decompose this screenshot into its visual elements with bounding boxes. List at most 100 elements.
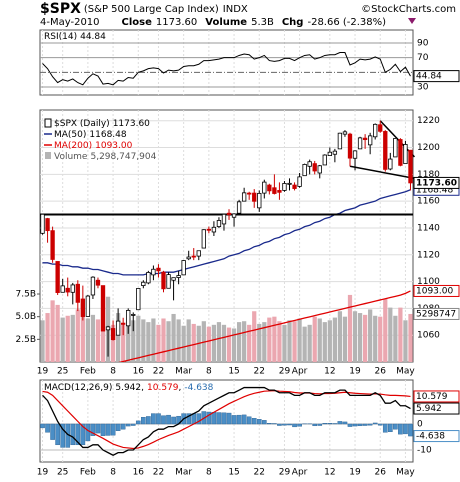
volume-bar	[373, 315, 378, 362]
y-tick-label: 1060	[417, 331, 440, 341]
candle-body	[115, 320, 121, 336]
volume-bar	[388, 307, 393, 362]
volume-tick-label: 5.0B	[16, 312, 37, 322]
ma-line	[118, 290, 411, 362]
macd-tick-label: 0	[417, 419, 423, 429]
volume-bar	[126, 318, 131, 362]
candle-body	[166, 274, 171, 289]
macd-histogram	[151, 413, 156, 425]
volume-bar	[287, 320, 292, 362]
macd-histogram	[377, 423, 383, 426]
macd-histogram	[332, 423, 338, 425]
volume-bar	[292, 321, 297, 362]
volume-bar	[181, 325, 186, 362]
ma50-value: 1168.48	[89, 130, 126, 140]
x-tick-label: Apr	[292, 468, 308, 478]
close-label: Close	[122, 17, 153, 28]
volume-bar	[80, 303, 85, 362]
macd-histogram	[292, 423, 297, 428]
volume-bar	[65, 315, 70, 362]
close: 1173.60	[156, 17, 197, 28]
volume-bar	[90, 314, 96, 362]
volume-label: Volume	[205, 17, 247, 28]
volume-bar	[191, 323, 196, 362]
y-tick-label: 1180	[417, 170, 440, 180]
volume-bar	[393, 315, 398, 362]
volume-bar	[262, 322, 267, 362]
y-tick-label: 1140	[417, 223, 440, 233]
macd-histogram	[246, 416, 252, 425]
volume-bar	[357, 313, 363, 362]
macd-histogram	[251, 418, 257, 425]
macd-histogram	[342, 421, 348, 425]
macd-histogram	[241, 414, 247, 425]
volume-box-label: 5298747	[416, 309, 456, 319]
x-tick-label: 8	[110, 367, 116, 377]
trendline	[349, 165, 415, 180]
y-tick-label: 1220	[417, 116, 440, 126]
chg: -28.66 (-2.38%)	[307, 17, 386, 28]
volume-bar	[110, 324, 116, 362]
volume-bar	[171, 313, 176, 362]
macd-histogram	[256, 419, 262, 425]
volume-bar	[408, 313, 413, 362]
candle-body	[367, 135, 373, 146]
candle-body	[352, 150, 358, 159]
macd-histogram	[206, 411, 212, 425]
macd-histogram	[196, 413, 202, 425]
x-tick-label: 16	[133, 367, 145, 377]
volume-bar	[302, 326, 307, 362]
macd-histogram	[95, 423, 101, 434]
volume-bar	[50, 300, 55, 362]
x-tick-label: 26	[375, 367, 387, 377]
macd-histogram	[312, 423, 318, 427]
x-tick-label: 8	[110, 468, 116, 478]
rsi-tick-label: 70	[417, 53, 429, 63]
x-tick-label: May	[396, 468, 415, 478]
x-tick-label: 19	[37, 468, 49, 478]
volume-bar	[272, 316, 277, 362]
volume-bar	[257, 323, 262, 362]
volume-box	[413, 307, 460, 320]
volume-bar	[267, 317, 272, 362]
candle-body	[171, 277, 176, 281]
date: 4-May-2010	[40, 17, 100, 28]
macd-histogram	[327, 423, 333, 425]
price-box-label: 1173.60	[416, 178, 457, 188]
candle-body	[357, 137, 363, 150]
volume-legend: Volume 5,298,747,904	[54, 152, 157, 162]
volume-bar	[307, 324, 312, 362]
macd-histogram	[216, 412, 222, 425]
signal-box	[413, 390, 460, 403]
candle-body	[297, 176, 302, 187]
x-tick-label: Feb	[80, 468, 96, 478]
x-tick-label: 29	[279, 468, 291, 478]
ma200-name: MA(200)	[54, 141, 92, 151]
candle-body	[312, 163, 317, 172]
candle-body	[226, 212, 232, 215]
volume-bar	[116, 313, 121, 362]
macd-histogram	[287, 423, 292, 426]
macd-histogram	[382, 423, 388, 433]
candle-body	[80, 298, 86, 317]
x-tick-label: 29	[279, 367, 291, 377]
candle-body	[55, 261, 60, 293]
macd-histogram	[40, 423, 45, 429]
ma200-box-label: 1093.00	[416, 286, 453, 296]
macd-histogram	[50, 423, 55, 440]
volume-bar	[242, 321, 247, 362]
candle-body	[216, 220, 222, 228]
candle-body	[388, 158, 393, 170]
macd-histogram	[403, 423, 408, 435]
header-line: $SPX (S&P 500 Large Cap Index) INDX	[40, 1, 248, 17]
volume-bar	[252, 311, 257, 362]
ma200-box	[413, 284, 460, 297]
macd-histogram	[60, 423, 65, 448]
x-tick-label: Apr	[292, 367, 308, 377]
candle-body	[408, 149, 413, 184]
candle-body	[287, 182, 292, 185]
volume-bar	[317, 318, 322, 362]
macd-histogram	[125, 423, 131, 427]
x-tick-label: 22	[254, 468, 265, 478]
volume-bar	[206, 326, 211, 362]
